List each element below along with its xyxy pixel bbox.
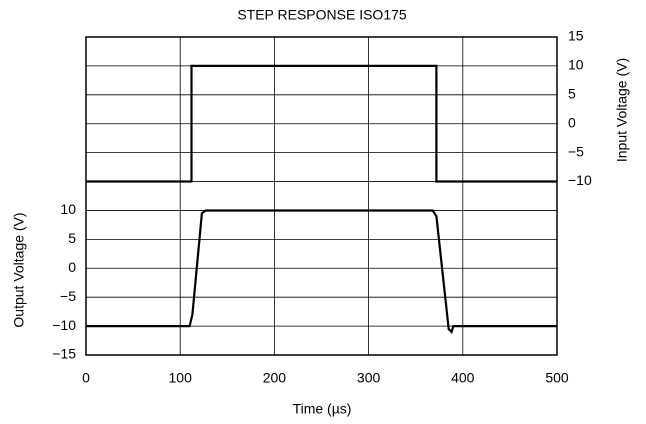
y-tick-label: 5 [68, 230, 76, 246]
plot-frame [85, 36, 558, 356]
chart-title: STEP RESPONSE ISO175 [237, 7, 407, 23]
x-axis-label: Time (µs) [293, 401, 352, 417]
x-tick-label: 200 [263, 370, 287, 386]
y-axis-label: Output Voltage (V) [11, 212, 27, 327]
series-line [86, 209, 557, 334]
series-line [86, 64, 557, 183]
x-tick-label: 100 [169, 370, 193, 386]
x-tick-label: 500 [545, 370, 569, 386]
y2-tick-label: 0 [568, 114, 576, 130]
y2-tick-label: 5 [568, 86, 576, 102]
y2-tick-label: −5 [568, 143, 584, 159]
y2-tick-label: 10 [568, 57, 584, 73]
y-tick-label: −5 [60, 288, 76, 304]
y2-tick-label: 15 [568, 28, 584, 44]
y2-axis-label: Input Voltage (V) [614, 58, 630, 162]
y-tick-label: 0 [68, 259, 76, 275]
y-tick-label: −15 [52, 346, 76, 362]
y2-tick-label: −10 [568, 172, 592, 188]
x-tick-label: 300 [357, 370, 381, 386]
y-tick-label: −10 [52, 317, 76, 333]
x-tick-label: 0 [82, 370, 90, 386]
x-tick-label: 400 [451, 370, 475, 386]
y-tick-label: 10 [60, 201, 76, 217]
